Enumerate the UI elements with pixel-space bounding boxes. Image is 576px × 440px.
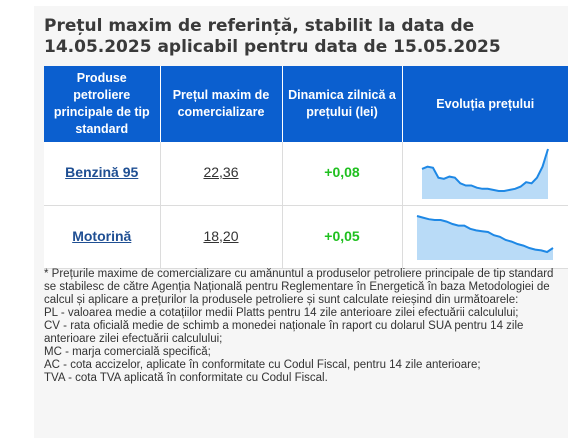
sparkline-benzina-95 — [421, 148, 550, 200]
price-cell: 18,20 — [160, 205, 283, 269]
price-link-benzina-95[interactable]: 22,36 — [203, 164, 239, 181]
header-price-evolution: Evoluția prețului — [402, 66, 568, 142]
footnote-intro: * Prețurile maxime de comercializare cu … — [44, 268, 554, 306]
sparkline-line — [416, 214, 554, 253]
page-title: Prețul maxim de referință, stabilit la d… — [44, 16, 501, 57]
sparkline-area — [422, 149, 549, 200]
sparkline-motorina — [416, 214, 554, 260]
product-cell: Motorină — [44, 205, 161, 269]
sparkline-area — [417, 215, 554, 260]
footnote-ac: AC - cota accizelor, aplicate în conform… — [44, 359, 481, 371]
footnote-mc: MC - marja comercială specifică; — [44, 346, 211, 358]
price-table: Produse petroliere principale de tip sta… — [44, 66, 568, 269]
header-max-price: Prețul maxim de comercializare — [160, 66, 283, 142]
product-cell: Benzină 95 — [44, 142, 161, 206]
change-cell: +0,05 — [282, 205, 403, 269]
table-header-row: Produse petroliere principale de tip sta… — [44, 66, 568, 142]
table-row: Benzină 95 22,36 +0,08 — [44, 142, 568, 206]
header-products: Produse petroliere principale de tip sta… — [44, 66, 161, 142]
evolution-cell — [402, 205, 568, 269]
price-link-motorina[interactable]: 18,20 — [203, 227, 239, 244]
sparkline-line — [421, 148, 550, 193]
footnotes: * Prețurile maxime de comercializare cu … — [44, 268, 564, 385]
footnote-cv: CV - rata oficială medie de schimb a mon… — [44, 320, 524, 345]
evolution-cell — [402, 142, 568, 206]
footnote-pl: PL - valoarea medie a cotațiilor medii P… — [44, 307, 519, 319]
product-link-benzina-95[interactable]: Benzină 95 — [65, 164, 139, 181]
table-row: Motorină 18,20 +0,05 — [44, 205, 568, 269]
price-cell: 22,36 — [160, 142, 283, 206]
header-daily-change: Dinamica zilnică a prețului (lei) — [282, 66, 403, 142]
daily-change-value: +0,08 — [324, 164, 360, 181]
daily-change-value: +0,05 — [324, 227, 360, 244]
change-cell: +0,08 — [282, 142, 403, 206]
footnote-tva: TVA - cota TVA aplicată în conformitate … — [44, 372, 328, 384]
product-link-motorina[interactable]: Motorină — [72, 227, 132, 244]
